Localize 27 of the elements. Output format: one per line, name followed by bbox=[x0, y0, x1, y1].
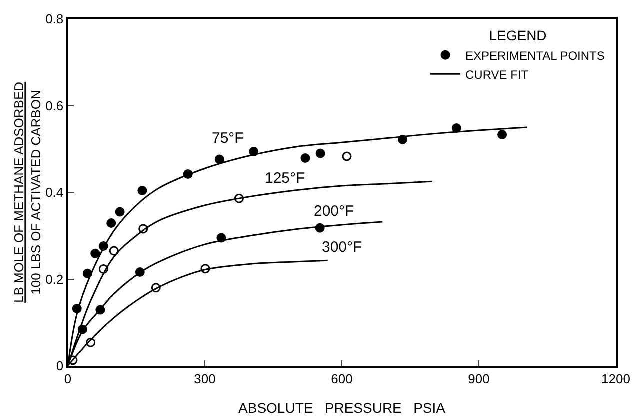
point bbox=[342, 152, 352, 162]
point bbox=[90, 248, 100, 258]
point bbox=[498, 130, 508, 140]
legend-title: LEGEND bbox=[489, 28, 547, 44]
y-tick-label: 0 bbox=[56, 358, 64, 374]
point bbox=[300, 153, 310, 163]
x-tick-label: 300 bbox=[194, 371, 216, 386]
legend-label: CURVE FIT bbox=[466, 68, 530, 82]
y-axis-title: LB MOLE OF METHANE ADSORBED 100 LBS OF ACTIVATED CARBON bbox=[12, 82, 44, 304]
annotation: 75°F bbox=[212, 130, 244, 147]
y-tick-label: 0.4 bbox=[46, 185, 64, 200]
annotation: 200°F bbox=[314, 203, 354, 220]
y-tick-label: 0.6 bbox=[46, 98, 64, 114]
annotation: 125°F bbox=[265, 170, 306, 187]
x-tick-label: 900 bbox=[468, 371, 490, 386]
annotation: 300°F bbox=[322, 239, 362, 256]
legend-label: EXPERIMENTAL POINTS bbox=[466, 48, 605, 63]
x-axis-title: ABSOLUTE PRESSURE PSIA bbox=[238, 400, 446, 416]
point bbox=[106, 218, 116, 228]
point bbox=[214, 154, 224, 164]
y-tick-label: 0.8 bbox=[46, 12, 64, 27]
point bbox=[115, 207, 125, 217]
x-tick-label: 600 bbox=[331, 371, 353, 386]
point bbox=[138, 186, 148, 196]
x-tick-label: 1200 bbox=[602, 371, 630, 386]
y-tick-label: 0.2 bbox=[46, 272, 64, 287]
point bbox=[316, 148, 326, 158]
